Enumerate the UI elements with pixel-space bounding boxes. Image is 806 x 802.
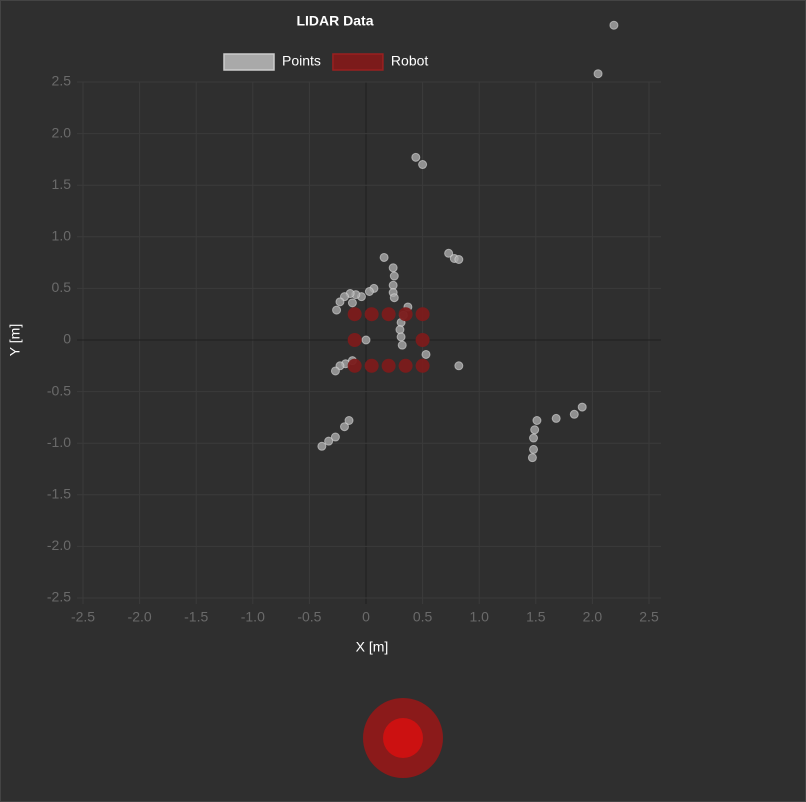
robot-point — [415, 333, 430, 347]
lidar-point — [389, 271, 399, 281]
joystick-knob[interactable] — [383, 718, 423, 758]
lidar-point — [324, 436, 334, 446]
chart-title: LIDAR Data — [296, 13, 373, 29]
y-tick-label: 2.5 — [52, 73, 72, 89]
lidar-point — [388, 263, 398, 273]
y-tick-label: -2.5 — [47, 589, 71, 605]
lidar-point — [396, 332, 406, 342]
x-axis-title: X [m] — [356, 639, 389, 655]
x-tick-label: -2.5 — [71, 609, 95, 625]
lidar-point — [551, 413, 561, 423]
y-tick-label: 0.5 — [52, 279, 72, 295]
lidar-point — [418, 160, 428, 170]
lidar-point — [397, 340, 407, 350]
lidar-point — [454, 361, 464, 371]
lidar-point — [361, 335, 371, 345]
lidar-point — [532, 415, 542, 425]
x-tick-label: -1.5 — [184, 609, 208, 625]
x-tick-label: 0 — [362, 609, 370, 625]
robot-point — [347, 307, 362, 322]
lidar-point — [330, 432, 340, 442]
lidar-point — [395, 325, 405, 335]
robot-point — [415, 358, 430, 373]
x-tick-label: 1.0 — [469, 609, 489, 625]
x-tick-label: -0.5 — [297, 609, 321, 625]
y-tick-label: 1.5 — [52, 176, 72, 192]
robot-point — [398, 307, 413, 322]
lidar-point — [389, 293, 399, 303]
robot-point — [347, 358, 362, 373]
lidar-point — [330, 366, 340, 376]
grid — [77, 81, 661, 604]
lidar-point — [347, 298, 357, 308]
legend-swatch — [223, 53, 275, 71]
lidar-point — [411, 152, 421, 162]
y-tick-label: -0.5 — [47, 382, 71, 398]
lidar-point — [344, 415, 354, 425]
lidar-point — [593, 69, 603, 79]
lidar-point — [379, 252, 389, 262]
y-tick-label: 0 — [63, 331, 71, 347]
lidar-point — [421, 349, 431, 359]
x-tick-label: 0.5 — [413, 609, 433, 625]
y-axis-title: Y [m] — [7, 324, 23, 356]
lidar-point — [444, 248, 454, 258]
robot-point — [381, 307, 396, 322]
lidar-point — [317, 441, 327, 451]
robot-point — [364, 358, 379, 373]
x-tick-label: 1.5 — [526, 609, 546, 625]
x-tick-label: -2.0 — [128, 609, 152, 625]
x-tick-label: 2.0 — [583, 609, 603, 625]
lidar-point — [364, 286, 374, 296]
y-tick-label: -2.0 — [47, 537, 71, 553]
lidar-point — [530, 425, 540, 435]
robot-point — [415, 307, 430, 322]
robot-point — [398, 358, 413, 373]
robot-point — [364, 307, 379, 322]
y-tick-label: 2.0 — [52, 124, 72, 140]
lidar-point — [454, 255, 464, 265]
lidar-point — [529, 444, 539, 454]
legend-swatch — [332, 53, 384, 71]
lidar-point — [529, 433, 539, 443]
legend-label: Points — [282, 53, 321, 69]
lidar-point — [577, 402, 587, 412]
joystick[interactable] — [363, 698, 443, 778]
robot-point — [347, 333, 362, 347]
y-tick-label: -1.0 — [47, 434, 71, 450]
y-tick-label: 1.0 — [52, 228, 72, 244]
lidar-point — [569, 409, 579, 419]
lidar-point — [609, 20, 619, 30]
lidar-point — [527, 453, 537, 463]
lidar-point — [339, 422, 349, 432]
robot-point — [381, 358, 396, 373]
y-tick-label: -1.5 — [47, 486, 71, 502]
x-tick-label: 2.5 — [639, 609, 659, 625]
x-tick-label: -1.0 — [241, 609, 265, 625]
legend-label: Robot — [391, 53, 428, 69]
lidar-point — [332, 305, 342, 315]
lidar-point — [335, 297, 345, 307]
